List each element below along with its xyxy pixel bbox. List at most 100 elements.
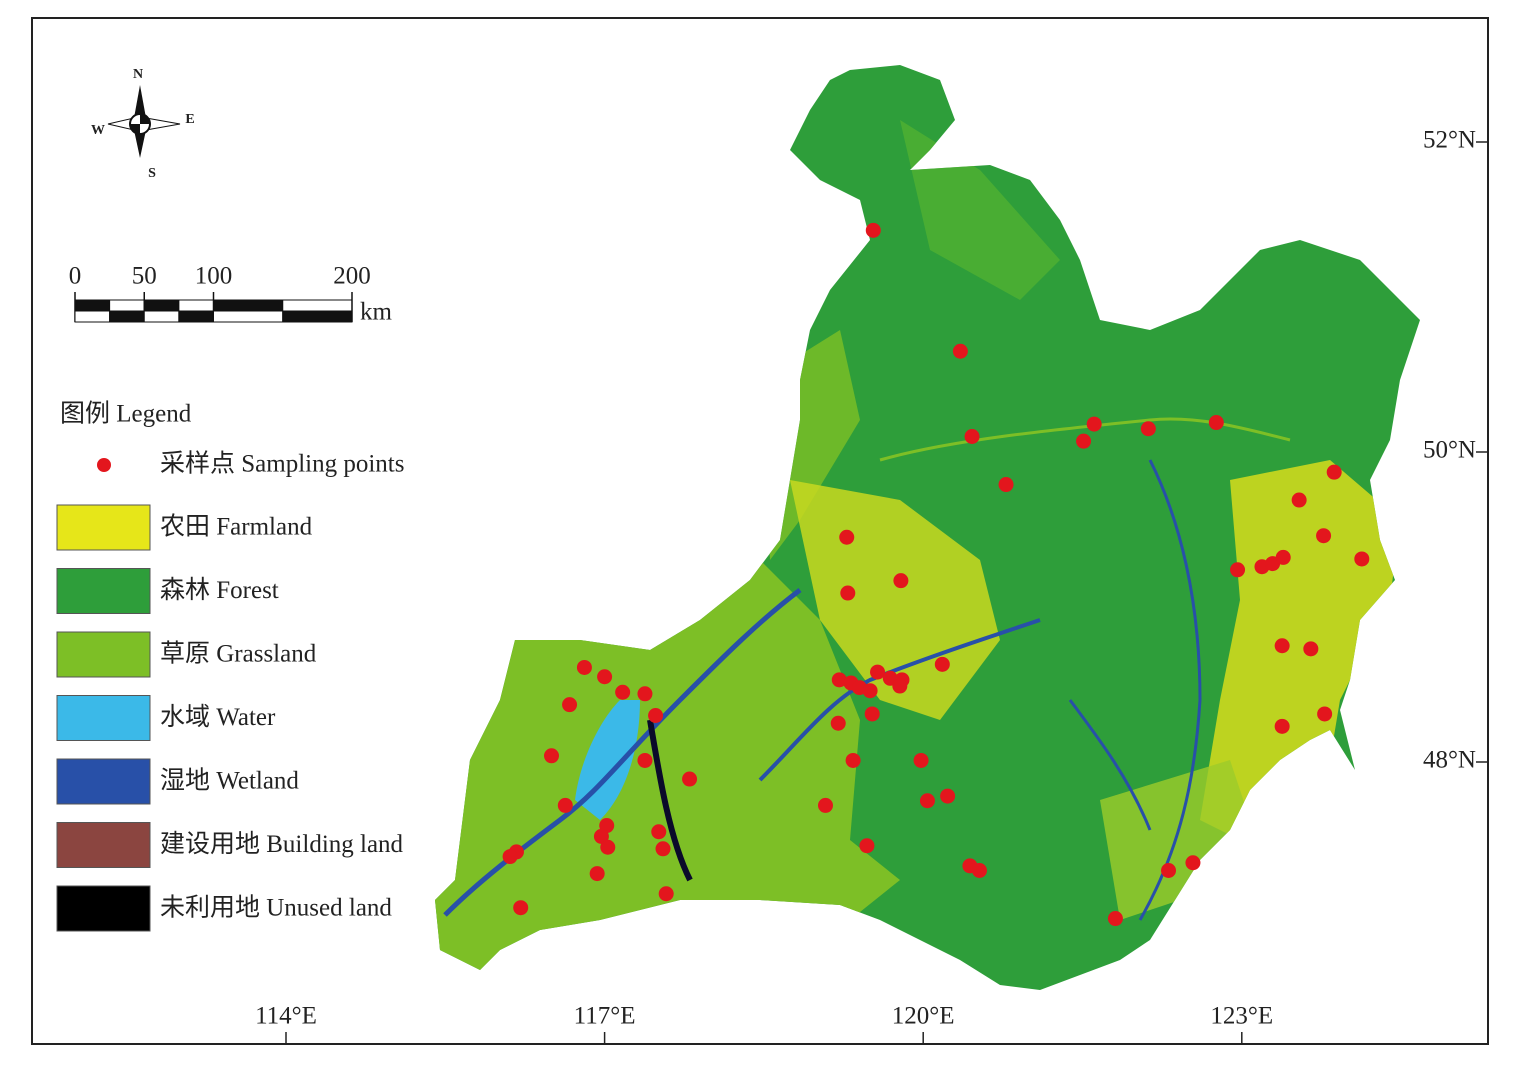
sampling-point bbox=[940, 788, 956, 804]
sampling-point bbox=[1161, 863, 1177, 878]
sampling-point bbox=[557, 797, 573, 813]
compass: N S E W bbox=[91, 67, 195, 181]
sampling-point bbox=[576, 659, 592, 675]
sampling-point bbox=[655, 841, 671, 857]
compass-e: E bbox=[185, 112, 194, 127]
sampling-point bbox=[892, 678, 908, 694]
sampling-point bbox=[870, 664, 886, 680]
lon-tick-label: 123°E bbox=[1210, 1003, 1273, 1030]
sampling-point bbox=[513, 900, 529, 916]
sampling-point bbox=[952, 343, 968, 359]
lon-tick-label: 117°E bbox=[574, 1003, 636, 1030]
legend-swatch bbox=[56, 822, 151, 868]
sampling-point bbox=[658, 886, 674, 902]
scale-segment bbox=[109, 299, 145, 312]
sampling-point bbox=[864, 706, 880, 722]
scale-segment bbox=[178, 299, 214, 312]
sampling-point bbox=[648, 708, 664, 723]
sampling-point bbox=[1316, 528, 1332, 544]
river-valley bbox=[879, 417, 1291, 462]
scale-segment bbox=[282, 299, 353, 312]
sampling-point bbox=[831, 672, 847, 688]
sampling-point bbox=[817, 797, 833, 813]
compass-n: N bbox=[133, 67, 143, 82]
scale-segment bbox=[143, 299, 180, 312]
scale-segment bbox=[178, 310, 214, 323]
sampling-point bbox=[1303, 641, 1319, 657]
sampling-point bbox=[1086, 416, 1102, 432]
sampling-point bbox=[845, 752, 861, 768]
legend-label: 采样点 Sampling points bbox=[160, 450, 404, 478]
sampling-point bbox=[1185, 855, 1201, 871]
sampling-point bbox=[1208, 415, 1224, 431]
legend-label: 草原 Grassland bbox=[160, 640, 317, 668]
scale-label: 200 bbox=[333, 263, 371, 290]
legend-swatch bbox=[56, 885, 151, 932]
sampling-point bbox=[913, 752, 929, 768]
lat-tick-label: 50°N bbox=[1423, 437, 1476, 464]
sampling-point bbox=[600, 839, 616, 855]
grassland-area bbox=[435, 560, 900, 990]
legend-swatch bbox=[56, 504, 151, 551]
legend-label: 未利用地 Unused land bbox=[160, 894, 392, 922]
sampling-point bbox=[637, 686, 653, 702]
sampling-point bbox=[840, 585, 856, 601]
legend-swatch bbox=[56, 695, 151, 741]
legend-label: 水域 Water bbox=[160, 703, 276, 731]
map-frame bbox=[31, 17, 1489, 1045]
compass-s: S bbox=[148, 166, 156, 181]
sampling-point bbox=[1076, 433, 1092, 449]
scale-segment bbox=[143, 310, 180, 323]
wetland-unused bbox=[647, 719, 693, 882]
sampling-point bbox=[865, 222, 881, 238]
scale-segment bbox=[109, 310, 145, 323]
sampling-point bbox=[1326, 464, 1342, 480]
sampling-point bbox=[1107, 911, 1123, 927]
sampling-point bbox=[934, 656, 950, 672]
legend-label: 森林 Forest bbox=[160, 576, 279, 604]
legend-label: 农田 Farmland bbox=[160, 513, 313, 541]
scale-label: 0 bbox=[69, 263, 82, 290]
sampling-point bbox=[862, 683, 878, 699]
river bbox=[1138, 459, 1202, 921]
legend-swatch bbox=[56, 758, 151, 805]
scale-segment bbox=[282, 310, 353, 323]
legend-swatch bbox=[56, 631, 151, 678]
lat-tick-label: 48°N bbox=[1423, 747, 1476, 774]
river bbox=[1068, 699, 1152, 831]
sampling-point bbox=[839, 529, 855, 545]
lon-tick-label: 120°E bbox=[892, 1003, 955, 1030]
sampling-point bbox=[544, 748, 559, 764]
sampling-point bbox=[502, 849, 518, 865]
sampling-point bbox=[1275, 549, 1291, 565]
sampling-point bbox=[1140, 421, 1156, 437]
sampling-point bbox=[1354, 551, 1370, 567]
legend-swatch bbox=[56, 568, 151, 614]
scale-label: 50 bbox=[132, 263, 157, 290]
scale-label: 100 bbox=[195, 263, 233, 290]
sampling-point bbox=[1274, 638, 1290, 654]
sampling-point bbox=[964, 429, 980, 444]
sampling-point bbox=[682, 771, 698, 787]
land-use-raster bbox=[435, 65, 1420, 990]
sampling-point bbox=[589, 866, 605, 882]
sampling-point bbox=[593, 828, 609, 844]
river bbox=[443, 588, 802, 917]
sampling-point bbox=[1317, 706, 1333, 722]
sampling-point bbox=[998, 477, 1014, 493]
scale-segment bbox=[213, 299, 284, 312]
sampling-point bbox=[971, 863, 987, 878]
sampling-point bbox=[919, 793, 935, 809]
farmland-area bbox=[1200, 460, 1400, 840]
sampling-point bbox=[562, 697, 578, 713]
sampling-point bbox=[615, 684, 631, 700]
scale-segment bbox=[74, 310, 111, 323]
sampling-point bbox=[637, 752, 653, 768]
sampling-point bbox=[1274, 718, 1290, 734]
sampling-point bbox=[597, 669, 613, 685]
lon-tick-label: 114°E bbox=[255, 1003, 317, 1030]
sampling-point bbox=[1230, 562, 1246, 578]
sampling-point bbox=[859, 838, 875, 854]
legend-label: 建设用地 Building land bbox=[160, 830, 404, 858]
